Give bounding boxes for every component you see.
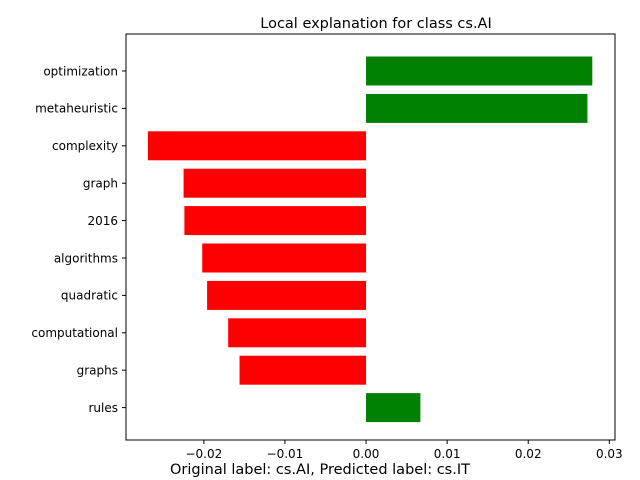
bar-metaheuristic <box>366 93 588 123</box>
x-ticks-group: −0.02 −0.01 0.00 0.01 0.02 0.03 <box>185 440 623 461</box>
chart-caption: Original label: cs.AI, Predicted label: … <box>170 462 470 478</box>
bar-algorithms <box>202 243 367 273</box>
y-tick-label: metaheuristic <box>35 102 118 116</box>
bar-graphs <box>239 355 367 385</box>
bar-graph <box>183 168 367 198</box>
y-tick-label: optimization <box>43 64 118 78</box>
x-tick-label: −0.01 <box>267 447 304 461</box>
bar-optimization <box>366 56 593 86</box>
y-tick-label: complexity <box>52 139 118 153</box>
y-tick-label: 2016 <box>87 214 118 228</box>
x-tick-label: 0.02 <box>515 447 542 461</box>
bar-quadratic <box>207 280 367 310</box>
bar-computational <box>228 318 367 348</box>
y-tick-label: rules <box>88 401 118 415</box>
bar-complexity <box>147 131 367 161</box>
y-tick-label: quadratic <box>61 289 118 303</box>
bar-rules <box>366 393 421 423</box>
x-tick-label: 0.01 <box>434 447 461 461</box>
y-tick-label: graphs <box>77 364 118 378</box>
plot-frame <box>125 33 616 441</box>
x-tick-label: −0.02 <box>185 447 222 461</box>
y-tick-label: algorithms <box>54 251 118 265</box>
x-tick-label: 0.00 <box>353 447 380 461</box>
bars-group <box>147 56 593 423</box>
x-tick-label: 0.03 <box>596 447 623 461</box>
y-tick-label: graph <box>83 177 118 191</box>
y-tick-label: computational <box>31 326 118 340</box>
chart-title: Local explanation for class cs.AI <box>260 16 492 32</box>
y-ticks-group: optimization metaheuristic complexity graph… <box>31 64 126 415</box>
bar-2016 <box>184 206 367 236</box>
